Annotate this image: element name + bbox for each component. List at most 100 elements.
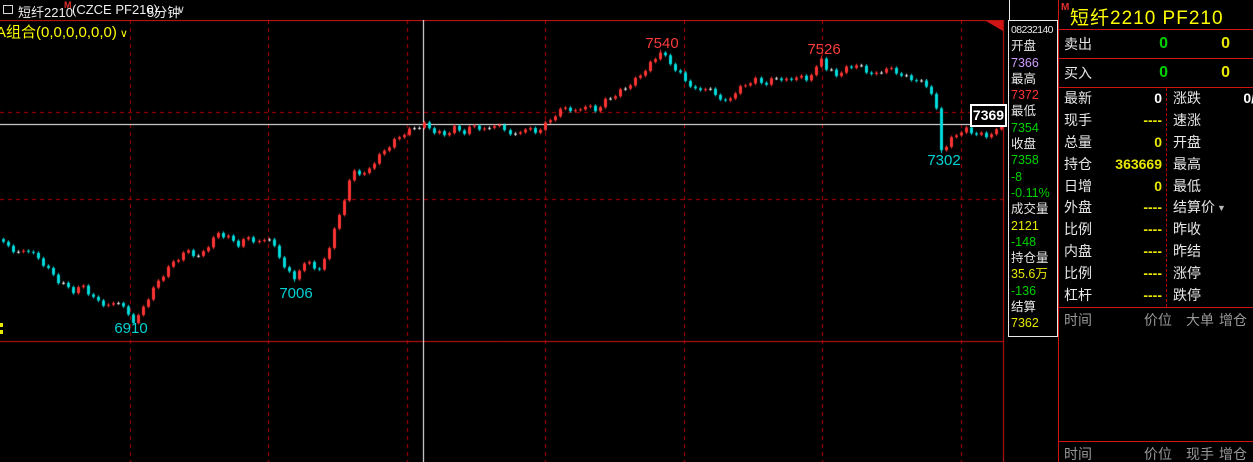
field-label: 速涨 bbox=[1173, 111, 1201, 128]
close-label: 收盘 bbox=[1011, 137, 1037, 152]
quote-row: 比例 ---- 涨停 bbox=[1059, 263, 1253, 285]
field-label: 日增 bbox=[1064, 177, 1092, 194]
field-label: 外盘 bbox=[1064, 199, 1092, 216]
col-time: 时间 bbox=[1064, 446, 1092, 462]
settlement-label: 结算 bbox=[1011, 300, 1037, 315]
field-value: 363669 bbox=[1115, 155, 1162, 172]
candlestick-chart[interactable] bbox=[0, 20, 1008, 462]
price-label-low: 7006 bbox=[279, 285, 313, 302]
clipped-text-fragment bbox=[0, 330, 3, 334]
col-oichg: 增仓 bbox=[1219, 446, 1247, 462]
change-percent: -0.11% bbox=[1011, 185, 1050, 200]
bid-row: 买入 0 0 bbox=[1059, 59, 1253, 87]
field-label: 涨停 bbox=[1173, 265, 1201, 282]
main-contract-flag: M bbox=[64, 0, 72, 10]
field-label: 内盘 bbox=[1064, 243, 1092, 260]
clipped-text-fragment bbox=[0, 323, 3, 327]
last-price-marker: 7369 bbox=[970, 104, 1007, 127]
field-value: 0 bbox=[1154, 133, 1162, 150]
bid-price: 0 bbox=[1221, 64, 1230, 81]
main-contract-flag: M bbox=[1061, 2, 1070, 13]
chevron-down-icon: ∨ bbox=[119, 28, 128, 40]
quote-row: 杠杆 ---- 跌停 bbox=[1059, 285, 1253, 307]
contract-name: 短纤2210 bbox=[18, 5, 73, 20]
field-label: 昨结 bbox=[1173, 243, 1201, 260]
ask-label: 卖出 bbox=[1064, 36, 1092, 52]
field-value: ---- bbox=[1143, 265, 1162, 282]
col-price: 价位 bbox=[1144, 312, 1172, 328]
indicator-label: A组合(0,0,0,0,0,0) bbox=[0, 24, 117, 41]
settlement-value: 7362 bbox=[1011, 316, 1039, 331]
volume-label: 成交量 bbox=[1011, 202, 1049, 217]
volume-change: -148 bbox=[1011, 234, 1037, 249]
ask-row: 卖出 0 0 bbox=[1059, 30, 1253, 58]
bar-timestamp: 08232140 bbox=[1011, 24, 1054, 36]
bid-label: 买入 bbox=[1064, 65, 1092, 81]
divider bbox=[1059, 29, 1253, 30]
field-label: 昨收 bbox=[1173, 221, 1201, 238]
change-value: -8 bbox=[1011, 169, 1023, 184]
field-label: 开盘 bbox=[1173, 133, 1201, 150]
divider bbox=[1059, 87, 1253, 88]
trade-list-header: 时间 价位 大单 增仓 bbox=[1059, 310, 1253, 330]
quote-row: 比例 ---- 昨收 bbox=[1059, 219, 1253, 241]
indicator-selector[interactable]: A组合(0,0,0,0,0,0) ∨ bbox=[0, 21, 128, 42]
ohlc-info-panel: 08232140 开盘 7366 最高 7372 最低 7354 收盘 7358… bbox=[1008, 20, 1058, 337]
col-time: 时间 bbox=[1064, 312, 1092, 328]
divider bbox=[1059, 307, 1253, 308]
col-lot: 现手 bbox=[1186, 446, 1214, 462]
chevron-down-icon[interactable]: ∨ bbox=[177, 4, 186, 16]
exchange-code: (CZCE PF210) bbox=[72, 2, 158, 17]
field-label: 现手 bbox=[1064, 111, 1092, 128]
window-icon[interactable] bbox=[3, 5, 13, 14]
field-value: ---- bbox=[1143, 111, 1162, 128]
field-value: ---- bbox=[1143, 243, 1162, 260]
open-interest-change: -136 bbox=[1011, 283, 1037, 298]
quote-panel-title: 短纤2210 PF210 bbox=[1070, 8, 1224, 29]
quote-row: 现手 ---- 速涨 bbox=[1059, 110, 1253, 132]
field-label: 比例 bbox=[1064, 265, 1092, 282]
field-label: 涨跌 bbox=[1173, 90, 1201, 106]
open-interest-label: 持仓量 bbox=[1011, 251, 1049, 266]
field-value: ---- bbox=[1143, 221, 1162, 238]
open-interest-value: 35.6万 bbox=[1011, 267, 1048, 282]
field-label: 杠杆 bbox=[1064, 287, 1092, 304]
price-label-high: 7540 bbox=[645, 35, 679, 52]
field-value: 0/ bbox=[1243, 90, 1253, 106]
col-price: 价位 bbox=[1144, 446, 1172, 462]
field-value: 0 bbox=[1154, 90, 1162, 106]
ask-price: 0 bbox=[1221, 35, 1230, 52]
open-label: 开盘 bbox=[1011, 39, 1037, 54]
price-label-low: 7302 bbox=[927, 152, 961, 169]
open-value: 7366 bbox=[1011, 55, 1039, 70]
field-value: ---- bbox=[1143, 287, 1162, 304]
period-selector[interactable]: 5分钟 bbox=[147, 5, 181, 20]
col-biglot: 大单 bbox=[1186, 312, 1214, 328]
volume-value: 2121 bbox=[1011, 218, 1039, 233]
column-divider bbox=[1166, 88, 1167, 307]
field-value: ---- bbox=[1143, 199, 1162, 216]
quote-row: 外盘 ---- 结算价 ▼ bbox=[1059, 197, 1253, 219]
field-label: 总量 bbox=[1064, 133, 1092, 150]
info-panel-tick bbox=[1009, 0, 1010, 20]
quote-row: 内盘 ---- 昨结 bbox=[1059, 241, 1253, 263]
quote-panel: M 短纤2210 PF210 卖出 0 0 买入 0 0 最新 0 涨跌 0/ … bbox=[1058, 0, 1253, 462]
quote-row: 日增 0 最低 bbox=[1059, 176, 1253, 198]
col-oichg: 增仓 bbox=[1219, 312, 1247, 328]
bid-qty: 0 bbox=[1159, 64, 1168, 81]
low-label: 最低 bbox=[1011, 104, 1037, 119]
field-label: 结算价 bbox=[1173, 199, 1215, 216]
corner-marker-icon bbox=[986, 21, 1003, 31]
field-label: 持仓 bbox=[1064, 155, 1092, 172]
quote-row: 总量 0 开盘 bbox=[1059, 132, 1253, 154]
settlement-price-dropdown[interactable]: 结算价 ▼ bbox=[1173, 197, 1226, 220]
low-value: 7354 bbox=[1011, 120, 1039, 135]
high-value: 7372 bbox=[1011, 88, 1039, 103]
quote-row: 最新 0 涨跌 0/ bbox=[1059, 88, 1253, 110]
ask-qty: 0 bbox=[1159, 35, 1168, 52]
price-label-high: 7526 bbox=[807, 41, 841, 58]
field-label: 最新 bbox=[1064, 90, 1092, 106]
tick-list-header: 时间 价位 现手 增仓 bbox=[1059, 444, 1253, 462]
divider bbox=[1059, 58, 1253, 59]
